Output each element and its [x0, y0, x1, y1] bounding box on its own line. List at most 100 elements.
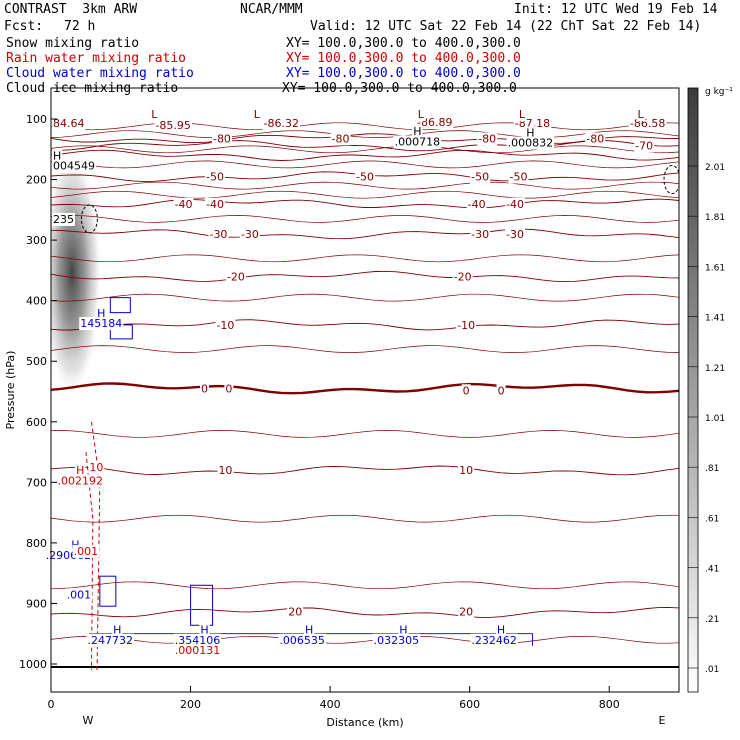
label-halo: [208, 228, 229, 242]
label-halo: [636, 108, 646, 122]
isotherm-contour: [51, 181, 679, 190]
label-halo: [461, 384, 471, 398]
field-rain-xy: XY= 100.0,300.0 to 400.0,300.0: [286, 51, 521, 66]
contour-label: -70: [635, 140, 653, 153]
extremum-label: 145184: [80, 317, 122, 330]
contour-label: 0: [463, 384, 470, 397]
label-halo: [262, 117, 301, 131]
isotherm-contour: [51, 140, 679, 152]
contour-label: 10: [459, 464, 473, 477]
label-halo: [393, 135, 442, 149]
extremum-label: H: [413, 125, 421, 138]
field-cloudwater-xy: XY= 100.0,300.0 to 400.0,300.0: [286, 66, 521, 81]
extremum-label: H: [305, 623, 313, 636]
label-halo: [225, 270, 246, 284]
label-halo: [505, 228, 526, 242]
isotherm-contour: [51, 270, 679, 283]
cloud-water-contour: [99, 575, 117, 607]
contour-label: -10: [457, 319, 475, 332]
label-halo: [173, 644, 222, 658]
isotherm-contour: [51, 228, 679, 240]
contour-label: -86.32: [264, 117, 299, 130]
extremum-label: .354106: [175, 634, 221, 647]
field-snow-xy: XY= 100.0,300.0 to 400.0,300.0: [286, 36, 521, 51]
label-halo: [304, 623, 315, 637]
label-halo: [52, 212, 75, 226]
isotherm-contour: [51, 319, 679, 331]
label-halo: [224, 382, 234, 396]
contour-label: -86.58: [630, 117, 665, 130]
isotherm-contour: [51, 190, 679, 199]
contour-label: -86.89: [417, 116, 452, 129]
model-title: CONTRAST 3km ARW: [4, 2, 138, 17]
y-tick-label: 800: [26, 537, 47, 550]
field-snow-name: Snow mixing ratio: [6, 36, 140, 51]
label-halo: [458, 605, 475, 619]
x-tick-label: 200: [180, 698, 201, 711]
extremum-label: .001: [67, 588, 92, 601]
forecast-label: Fcst:: [4, 19, 44, 34]
label-halo: [150, 108, 160, 122]
label-halo: [252, 108, 262, 122]
contour-label: -50: [206, 171, 224, 184]
extremum-label: H: [76, 464, 84, 477]
extremum-label: L: [254, 108, 261, 121]
extremum-label: .006535: [279, 634, 325, 647]
colorbar-label: .01: [705, 665, 719, 675]
label-halo: [88, 461, 105, 475]
colorbar-label: 1.01: [705, 414, 725, 424]
label-halo: [398, 623, 409, 637]
label-halo: [52, 159, 96, 173]
x-tick-label: 600: [459, 698, 480, 711]
y-tick-label: 1000: [19, 658, 47, 671]
colorbar-unit: g kg⁻¹: [705, 87, 733, 97]
isotherm-contour: [51, 581, 679, 590]
extremum-label: H: [526, 126, 534, 139]
label-halo: [65, 588, 93, 602]
label-halo: [211, 132, 232, 146]
isotherm-contour: [51, 198, 679, 209]
colorbar-label: 1.21: [705, 364, 725, 374]
y-tick-label: 900: [26, 597, 47, 610]
isotherm-contour: [51, 635, 679, 644]
extremum-label: L: [638, 108, 645, 121]
isotherm-contour: [51, 130, 679, 138]
y-tick-label: 400: [26, 295, 47, 308]
y-tick-label: 600: [26, 416, 47, 429]
label-halo: [204, 197, 225, 211]
label-halo: [199, 623, 210, 637]
y-tick-label: 100: [26, 113, 47, 126]
valid-time: Valid: 12 UTC Sat 22 Feb 14 (22 ChT Sat …: [310, 19, 702, 34]
extremum-label: L: [151, 108, 158, 121]
cloud-water-contour: [109, 297, 131, 314]
snow-shading: [51, 149, 102, 398]
contour-label: -40: [206, 198, 224, 211]
extremum-label: 235: [53, 213, 74, 226]
label-halo: [86, 633, 135, 647]
label-halo: [330, 132, 351, 146]
y-tick-label: 500: [26, 355, 47, 368]
colorbar-label: 1.41: [705, 314, 725, 324]
extremum-label: .232462: [471, 634, 517, 647]
label-halo: [173, 197, 194, 211]
label-halo: [56, 474, 105, 488]
extremum-label: .032305: [374, 634, 420, 647]
isotherm-contour: [51, 345, 679, 353]
isotherm-contour: [51, 514, 679, 523]
label-halo: [52, 117, 86, 131]
isotherm-contour: [51, 606, 679, 618]
extremum-label: H: [200, 623, 208, 636]
contour-label: -40: [468, 198, 486, 211]
x-axis-label: Distance (km): [326, 716, 403, 729]
isotherm-contour: [51, 254, 679, 263]
label-halo: [96, 306, 107, 320]
extremum-label: .000131: [175, 644, 221, 657]
label-halo: [52, 149, 63, 163]
colorbar-label: 2.01: [705, 163, 725, 173]
contour-label: -30: [209, 228, 227, 241]
contour-label: -20: [227, 270, 245, 283]
contour-label: -20: [454, 270, 472, 283]
contour-label: -30: [241, 228, 259, 241]
x-tick-label: 0: [48, 698, 55, 711]
label-halo: [496, 384, 506, 398]
